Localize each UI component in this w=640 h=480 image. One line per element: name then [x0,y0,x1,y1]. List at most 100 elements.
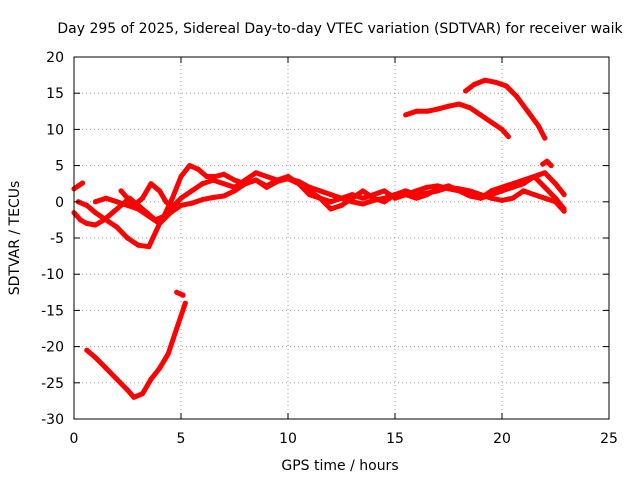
data-point [478,192,484,198]
data-point [148,181,154,187]
series-arc-8 [403,101,511,140]
y-tick-label: 0 [55,195,64,211]
data-point [424,184,430,190]
data-point [544,158,550,164]
data-point [195,166,201,172]
data-point [110,210,115,216]
data-point [306,184,312,190]
y-tick-label: 15 [46,86,64,102]
data-point [125,235,130,241]
data-point [187,163,193,169]
data-point [499,197,505,203]
data-point [92,199,98,205]
data-point [456,186,462,192]
data-point [174,289,180,295]
data-point [189,188,195,194]
data-point [317,188,323,194]
data-point [349,195,355,201]
data-point [125,195,130,201]
data-point [531,192,537,198]
data-point [77,217,83,223]
data-point [140,195,145,201]
data-point [180,292,186,298]
data-point [84,221,90,226]
data-point [503,83,509,89]
x-tick-label: 10 [279,431,297,447]
y-tick-label: -15 [41,303,64,319]
data-point [80,180,86,186]
data-point [392,192,398,198]
y-tick-label: -10 [41,267,64,283]
series-arc-6 [84,300,188,400]
data-point [403,188,409,194]
data-point [178,174,184,179]
data-point [531,174,537,179]
data-point [553,181,558,187]
data-point [232,188,237,194]
data-point [157,188,163,194]
data-point [463,88,469,94]
data-point [167,202,173,208]
data-point [148,376,154,382]
x-tick-label: 0 [70,431,79,447]
data-point [381,188,387,194]
data-point [146,213,152,219]
data-point [525,108,531,114]
data-point [210,195,216,200]
y-tick-label: -30 [41,412,64,428]
data-point [510,195,516,201]
data-point [264,184,270,190]
data-point [114,376,120,382]
data-point [174,326,180,331]
data-point [199,181,205,187]
series-arc-3-points [75,170,567,250]
series-arc-7-points [174,289,186,298]
data-point [520,188,526,194]
series-arc-9-points [463,77,548,141]
data-point [360,188,366,194]
data-point [424,190,430,196]
data-point [339,202,344,208]
data-point [456,101,462,107]
data-point [488,119,494,125]
data-point [103,195,109,201]
data-point [505,134,511,140]
data-point [514,94,520,100]
data-point [510,184,516,190]
series-arc-4-points [92,176,567,226]
data-point [285,176,291,182]
data-point [131,202,137,208]
data-point [413,195,419,201]
series-arc-6-points [84,300,188,400]
data-point [264,174,270,179]
data-point [542,195,548,201]
data-point [542,170,548,176]
data-point [84,347,90,353]
data-point [413,192,419,198]
data-point [413,108,419,114]
data-point [553,199,558,205]
data-point [306,192,312,198]
data-point [499,188,505,194]
series-arc-5-points [118,181,173,208]
data-point [339,195,344,201]
data-point [221,193,227,199]
data-point [163,199,169,205]
data-point [189,200,195,206]
y-tick-label: 20 [46,50,64,66]
data-point [178,202,184,208]
data-point [360,201,366,207]
data-point [165,351,171,357]
data-point [242,181,248,187]
data-point [360,195,366,201]
series-arc-8-points [403,101,511,140]
data-point [446,103,451,109]
data-point [471,82,477,87]
data-point [125,202,130,208]
axis-ticks [73,56,610,420]
data-point [167,210,173,216]
y-axis-label: SDTVAR / TECUs [7,181,23,296]
data-point [146,244,152,250]
x-axis-tick-labels: 0 5 10 15 20 25 [70,431,618,447]
data-point [403,112,409,118]
